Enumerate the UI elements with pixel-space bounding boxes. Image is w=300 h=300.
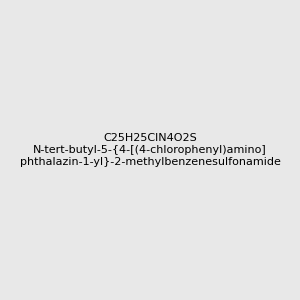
Text: C25H25ClN4O2S
N-tert-butyl-5-{4-[(4-chlorophenyl)amino]
phthalazin-1-yl}-2-methy: C25H25ClN4O2S N-tert-butyl-5-{4-[(4-chlo…: [20, 134, 281, 166]
